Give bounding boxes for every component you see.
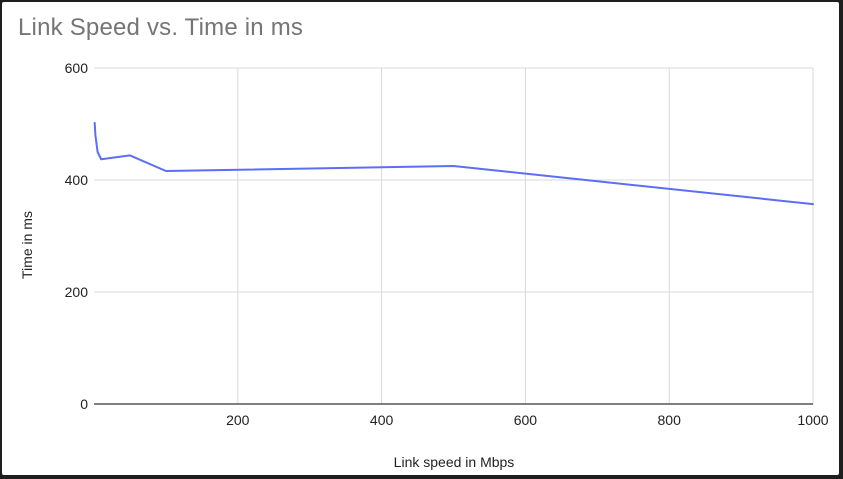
x-tick-label-400: 400 — [370, 412, 394, 428]
y-tick-label-200: 200 — [65, 284, 89, 300]
y-tick-label-0: 0 — [80, 396, 88, 412]
tick-labels: 0 200 400 600 200 400 600 800 1000 — [65, 60, 829, 428]
series-group — [93, 121, 814, 206]
y-tick-label-400: 400 — [65, 172, 89, 188]
y-axis-label: Time in ms — [19, 211, 35, 279]
chart-title: Link Speed vs. Time in ms — [18, 14, 304, 41]
series-line-0 — [93, 121, 814, 206]
x-tick-label-1000: 1000 — [797, 412, 828, 428]
y-tick-label-600: 600 — [65, 60, 89, 76]
x-tick-label-200: 200 — [226, 412, 250, 428]
x-tick-label-800: 800 — [658, 412, 682, 428]
x-tick-label-600: 600 — [514, 412, 538, 428]
gridlines — [94, 67, 814, 404]
x-axis-label: Link speed in Mbps — [394, 454, 515, 470]
